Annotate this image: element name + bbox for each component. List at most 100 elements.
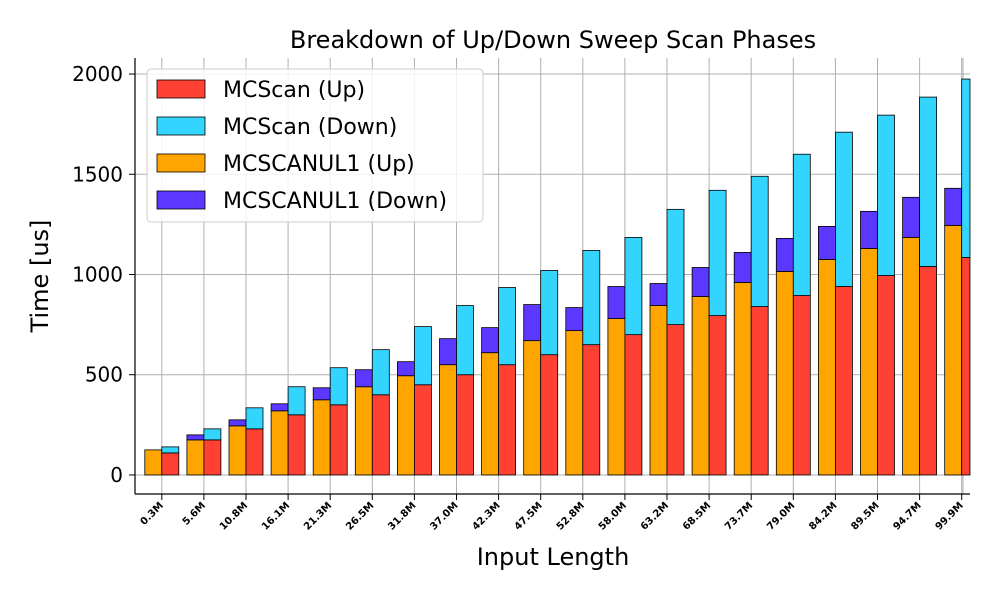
bar-mcscanul1-down: [649, 283, 668, 306]
bar-mcscan-up: [413, 384, 432, 476]
y-tick-label: 1000: [72, 262, 123, 286]
bar-mcscan-down: [582, 250, 601, 346]
legend-label: MCScan (Down): [223, 115, 397, 140]
x-tick-label: 21.3M: [302, 500, 334, 532]
y-tick-label: 1500: [72, 162, 123, 186]
x-tick-label: 58.0M: [597, 500, 629, 532]
bar-mcscan-up: [245, 428, 264, 476]
bar-mcscan-down: [161, 446, 180, 454]
bar-mcscan-down: [750, 175, 769, 307]
x-tick-label: 99.9M: [934, 500, 966, 532]
legend-swatch: [156, 190, 206, 210]
bar-mcscanul1-down: [481, 327, 500, 354]
bar-mcscanul1-up: [860, 248, 878, 476]
bar-mcscan-up: [287, 414, 306, 476]
axes-layer: [134, 58, 970, 495]
bar-mcscanul1-up: [902, 237, 920, 476]
x-tick-label: 73.7M: [723, 500, 755, 532]
bar-mcscanul1-down: [860, 210, 878, 249]
bar-mcscan-down: [919, 96, 937, 267]
chart-title: Breakdown of Up/Down Sweep Scan Phases: [290, 26, 816, 54]
bar-mcscanul1-up: [565, 330, 584, 476]
bar-mcscan-up: [835, 286, 853, 476]
bar-mcscanul1-up: [481, 352, 500, 476]
bar-mcscanul1-up: [944, 224, 963, 476]
x-tick-label: 89.5M: [849, 500, 881, 532]
bar-mcscanul1-up: [818, 259, 836, 476]
bar-mcscan-up: [582, 344, 601, 476]
bar-mcscanul1-up: [733, 282, 752, 476]
bar-mcscan-up: [624, 334, 643, 476]
bar-mcscan-down: [456, 305, 474, 376]
y-axis-label: Time [us]: [26, 220, 54, 334]
bar-mcscan-down: [624, 237, 643, 336]
bar-mcscanul1-up: [439, 364, 457, 476]
bar-mcscanul1-up: [649, 305, 668, 476]
x-tick-label: 42.3M: [470, 500, 502, 532]
bar-mcscanul1-down: [818, 225, 836, 260]
legend: MCScan (Up) MCScan (Down) MCSCANUL1 (Up) MC…: [146, 68, 484, 223]
bars-layer: [144, 78, 971, 476]
bar-mcscanul1-down: [523, 304, 542, 342]
y-tick-label: 0: [110, 463, 123, 487]
bar-mcscan-up: [877, 275, 895, 476]
x-tick-label: 16.1M: [260, 500, 292, 532]
x-tick-label: 0.3M: [139, 500, 166, 527]
bar-mcscan-down: [371, 349, 390, 396]
bar-mcscan-down: [413, 326, 432, 386]
y-tick-label: 2000: [72, 62, 123, 86]
bar-mcscan-down: [708, 189, 727, 316]
legend-label: MCSCANUL1 (Up): [223, 152, 415, 177]
x-axis-label: Input Length: [477, 543, 630, 571]
bar-mcscan-down: [287, 386, 306, 416]
x-tick-label: 63.2M: [639, 500, 671, 532]
bar-mcscanul1-down: [270, 403, 289, 412]
bar-mcscan-down: [540, 270, 559, 356]
bar-mcscanul1-down: [944, 187, 963, 226]
bar-mcscan-down: [792, 153, 811, 296]
bar-mcscanul1-down: [186, 434, 205, 441]
bar-mcscanul1-down: [396, 361, 415, 377]
bar-mcscan-up: [666, 324, 685, 476]
legend-frame: [146, 68, 484, 223]
bar-mcscan-up: [540, 354, 559, 476]
bar-mcscan-down: [961, 78, 971, 258]
bar-mcscan-up: [750, 306, 769, 476]
x-tick-label: 68.5M: [681, 500, 713, 532]
bar-mcscan-up: [792, 295, 811, 476]
legend-swatch: [156, 153, 206, 173]
bar-mcscan-down: [666, 208, 685, 326]
bar-mcscan-up: [371, 394, 390, 476]
legend-swatch: [156, 79, 206, 99]
bar-mcscan-up: [708, 315, 727, 476]
bar-mcscanul1-up: [354, 386, 373, 476]
x-tick-label: 47.5M: [513, 500, 545, 532]
bar-mcscan-up: [498, 364, 517, 476]
bar-mcscanul1-up: [270, 410, 289, 476]
x-tick-label: 84.2M: [807, 500, 839, 532]
bar-mcscanul1-up: [144, 449, 163, 476]
bar-mcscanul1-down: [902, 196, 920, 238]
bar-mcscan-up: [203, 439, 222, 476]
bar-mcscanul1-down: [733, 252, 752, 283]
bar-mcscan-down: [877, 114, 895, 276]
bar-mcscanul1-up: [312, 399, 331, 476]
x-tick-label: 37.0M: [428, 500, 460, 532]
bar-mcscan-down: [203, 428, 222, 441]
bar-mcscanul1-up: [691, 296, 710, 476]
bar-mcscanul1-up: [186, 439, 205, 476]
bar-mcscanul1-down: [312, 387, 331, 401]
bar-mcscanul1-down: [439, 338, 457, 366]
x-tick-label: 94.7M: [891, 500, 923, 532]
bar-mcscanul1-up: [775, 271, 794, 476]
bar-mcscan-up: [456, 374, 474, 476]
legend-label: MCScan (Up): [223, 78, 365, 103]
bar-mcscan-up: [329, 404, 348, 476]
bar-mcscanul1-down: [565, 307, 584, 332]
bar-mcscanul1-down: [607, 286, 626, 319]
bar-mcscanul1-up: [523, 340, 542, 476]
x-tick-label: 26.5M: [344, 500, 376, 532]
bar-mcscan-down: [498, 287, 517, 366]
x-tick-label: 5.6M: [181, 500, 208, 527]
